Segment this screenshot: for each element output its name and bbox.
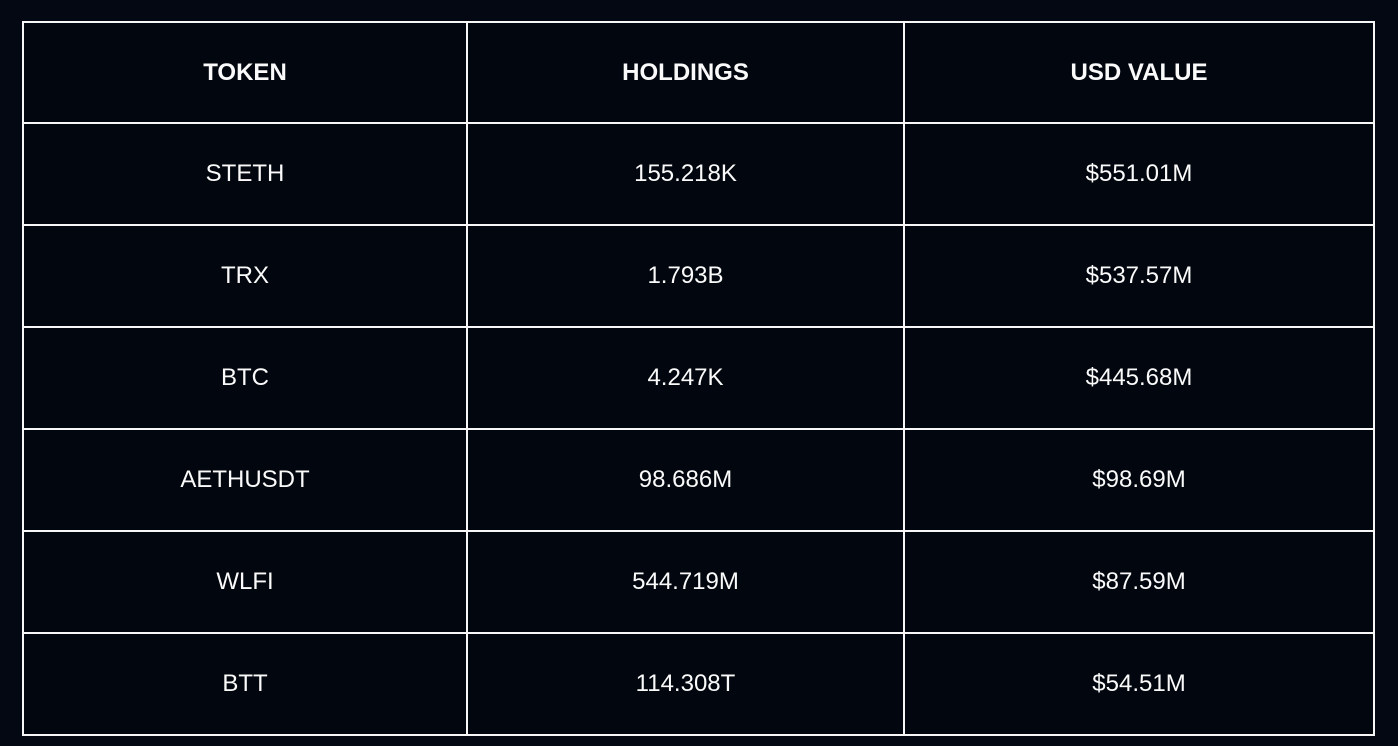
cell-token: BTT (22, 632, 468, 736)
cell-token: AETHUSDT (22, 428, 468, 532)
cell-usd_value: $445.68M (903, 326, 1375, 430)
column-header-usd_value: USD VALUE (903, 21, 1375, 124)
token-holdings-table: TOKEN HOLDINGS USD VALUE STETH 155.218K $551… (22, 21, 1375, 736)
cell-token: STETH (22, 122, 468, 226)
table-body: STETH 155.218K $551.01M TRX 1.793B $537.57M BT… (22, 122, 1375, 736)
table-row: TRX 1.793B $537.57M (22, 224, 1375, 328)
column-header-token: TOKEN (22, 21, 468, 124)
cell-token: WLFI (22, 530, 468, 634)
table-row: STETH 155.218K $551.01M (22, 122, 1375, 226)
cell-token: BTC (22, 326, 468, 430)
cell-holdings: 114.308T (466, 632, 905, 736)
table-row: WLFI 544.719M $87.59M (22, 530, 1375, 634)
cell-holdings: 98.686M (466, 428, 905, 532)
cell-usd_value: $551.01M (903, 122, 1375, 226)
cell-token: TRX (22, 224, 468, 328)
cell-usd_value: $87.59M (903, 530, 1375, 634)
header-row: TOKEN HOLDINGS USD VALUE (22, 21, 1375, 124)
table-row: BTT 114.308T $54.51M (22, 632, 1375, 736)
cell-usd_value: $537.57M (903, 224, 1375, 328)
table-header: TOKEN HOLDINGS USD VALUE (22, 21, 1375, 124)
cell-holdings: 4.247K (466, 326, 905, 430)
table-row: AETHUSDT 98.686M $98.69M (22, 428, 1375, 532)
cell-usd_value: $98.69M (903, 428, 1375, 532)
table-row: BTC 4.247K $445.68M (22, 326, 1375, 430)
cell-usd_value: $54.51M (903, 632, 1375, 736)
column-header-holdings: HOLDINGS (466, 21, 905, 124)
cell-holdings: 544.719M (466, 530, 905, 634)
cell-holdings: 155.218K (466, 122, 905, 226)
cell-holdings: 1.793B (466, 224, 905, 328)
